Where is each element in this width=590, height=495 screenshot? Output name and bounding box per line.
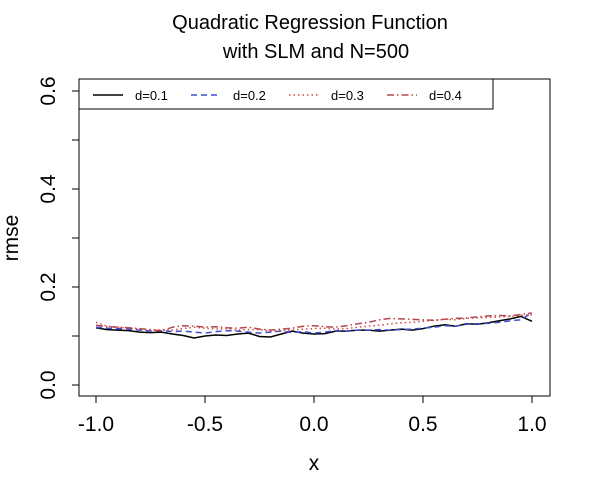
x-tick-label: -0.5 <box>187 413 223 436</box>
plot-frame <box>78 78 551 397</box>
series-line-3 <box>95 314 533 332</box>
chart-title-line-2: with SLM and N=500 <box>222 41 409 63</box>
x-axis: -1.0 -0.5 0.0 0.5 1.0 <box>78 395 547 436</box>
legend-label: d=0.3 <box>331 88 364 103</box>
chart-title-line-1: Quadratic Regression Function <box>172 12 448 34</box>
y-tick-label: 0.4 <box>37 174 60 204</box>
series-line-1 <box>95 315 533 339</box>
legend: d=0.1 d=0.2 d=0.3 d=0.4 <box>78 78 494 110</box>
y-tick-label: 0.2 <box>37 272 60 301</box>
y-axis: 0.0 0.2 0.4 0.6 <box>37 76 80 400</box>
x-tick-label: 0.0 <box>299 413 328 436</box>
x-tick-label: -1.0 <box>78 413 114 436</box>
x-axis-label: x <box>309 452 320 475</box>
legend-label: d=0.1 <box>135 88 168 103</box>
series-line-4 <box>95 312 533 332</box>
x-tick-label: 1.0 <box>517 413 546 436</box>
y-tick-label: 0.6 <box>37 76 60 105</box>
x-tick-label: 0.5 <box>408 413 437 436</box>
series-line-2 <box>95 311 533 334</box>
legend-box <box>78 78 494 110</box>
y-axis-label: rmse <box>0 215 23 262</box>
y-tick-label: 0.0 <box>37 370 60 399</box>
legend-label: d=0.2 <box>233 88 266 103</box>
series-layer <box>95 311 533 339</box>
legend-label: d=0.4 <box>429 88 462 103</box>
